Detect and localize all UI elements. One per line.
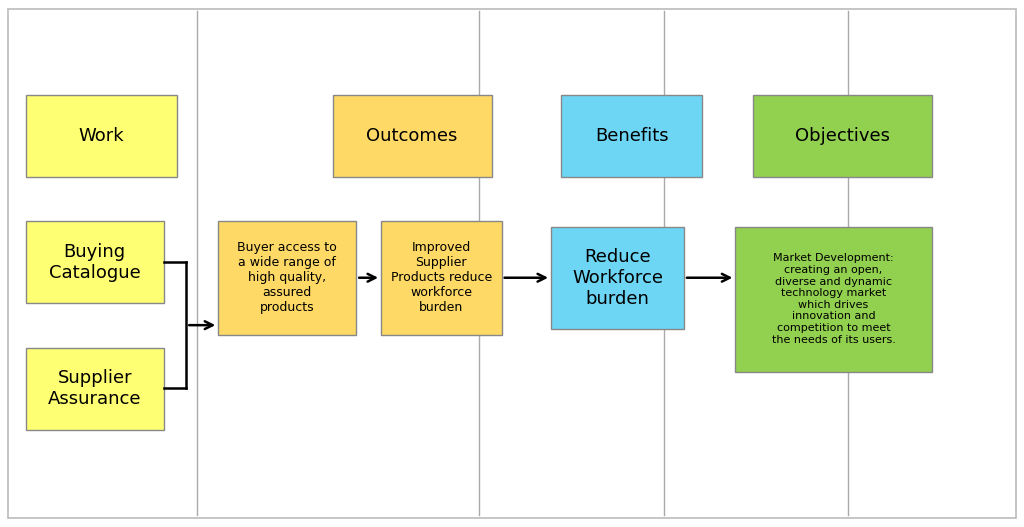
Text: Outcomes: Outcomes [367,126,458,145]
FancyBboxPatch shape [26,348,164,430]
Text: Work: Work [79,126,124,145]
Text: Benefits: Benefits [595,126,669,145]
FancyBboxPatch shape [753,95,932,177]
Text: Buyer access to
a wide range of
high quality,
assured
products: Buyer access to a wide range of high qua… [238,241,337,315]
Text: Buying
Catalogue: Buying Catalogue [49,243,140,281]
FancyBboxPatch shape [561,95,702,177]
Text: Reduce
Workforce
burden: Reduce Workforce burden [572,248,663,308]
Text: Improved
Supplier
Products reduce
workforce
burden: Improved Supplier Products reduce workfo… [391,241,492,315]
FancyBboxPatch shape [26,221,164,303]
FancyBboxPatch shape [218,221,356,335]
FancyBboxPatch shape [381,221,502,335]
FancyBboxPatch shape [735,227,932,372]
FancyBboxPatch shape [551,227,684,329]
Text: Objectives: Objectives [795,126,890,145]
Text: Market Development:
creating an open,
diverse and dynamic
technology market
whic: Market Development: creating an open, di… [772,253,895,345]
FancyBboxPatch shape [26,95,177,177]
FancyBboxPatch shape [333,95,492,177]
Text: Supplier
Assurance: Supplier Assurance [48,369,141,408]
